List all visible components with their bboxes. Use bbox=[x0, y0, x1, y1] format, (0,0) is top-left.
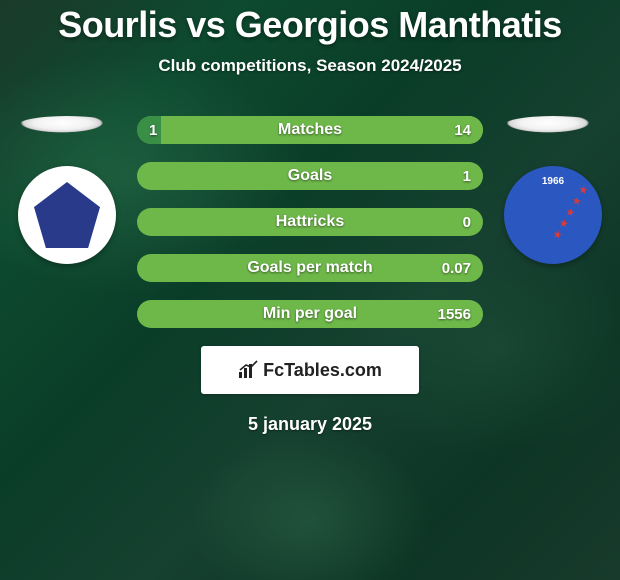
stat-value-right: 0 bbox=[463, 214, 471, 231]
subtitle: Club competitions, Season 2024/2025 bbox=[0, 56, 620, 76]
stat-bar: Goals 1 bbox=[137, 162, 483, 190]
brand-text: FcTables.com bbox=[263, 360, 382, 381]
right-side bbox=[493, 116, 613, 264]
ellipse-right bbox=[502, 116, 604, 136]
stats-row: 1 Matches 14 Goals 1 Hattricks 0 Goals per matc… bbox=[0, 116, 620, 328]
club-badge-left bbox=[18, 166, 116, 264]
chart-icon bbox=[238, 360, 260, 380]
comparison-card: Sourlis vs Georgios Manthatis Club compe… bbox=[0, 0, 620, 580]
stat-bar: Goals per match 0.07 bbox=[137, 254, 483, 282]
stat-value-right: 14 bbox=[454, 122, 471, 139]
stat-label: Hattricks bbox=[276, 213, 344, 231]
left-side bbox=[7, 116, 127, 264]
stat-label: Goals bbox=[288, 167, 332, 185]
club-badge-right bbox=[504, 166, 602, 264]
stat-value-left: 1 bbox=[149, 122, 157, 139]
stat-bars: 1 Matches 14 Goals 1 Hattricks 0 Goals per matc… bbox=[137, 116, 483, 328]
stat-bar: 1 Matches 14 bbox=[137, 116, 483, 144]
stat-value-right: 1 bbox=[463, 168, 471, 185]
stat-label: Matches bbox=[278, 121, 342, 139]
stat-bar: Min per goal 1556 bbox=[137, 300, 483, 328]
stat-value-right: 0.07 bbox=[442, 260, 471, 277]
stat-bar: Hattricks 0 bbox=[137, 208, 483, 236]
brand-logo: FcTables.com bbox=[238, 360, 382, 381]
page-title: Sourlis vs Georgios Manthatis bbox=[0, 4, 620, 46]
brand-box[interactable]: FcTables.com bbox=[201, 346, 419, 394]
content: Sourlis vs Georgios Manthatis Club compe… bbox=[0, 0, 620, 435]
stat-value-right: 1556 bbox=[438, 306, 471, 323]
ellipse-left bbox=[16, 116, 118, 136]
date-text: 5 january 2025 bbox=[0, 414, 620, 435]
stat-label: Min per goal bbox=[263, 305, 357, 323]
stat-label: Goals per match bbox=[247, 259, 372, 277]
